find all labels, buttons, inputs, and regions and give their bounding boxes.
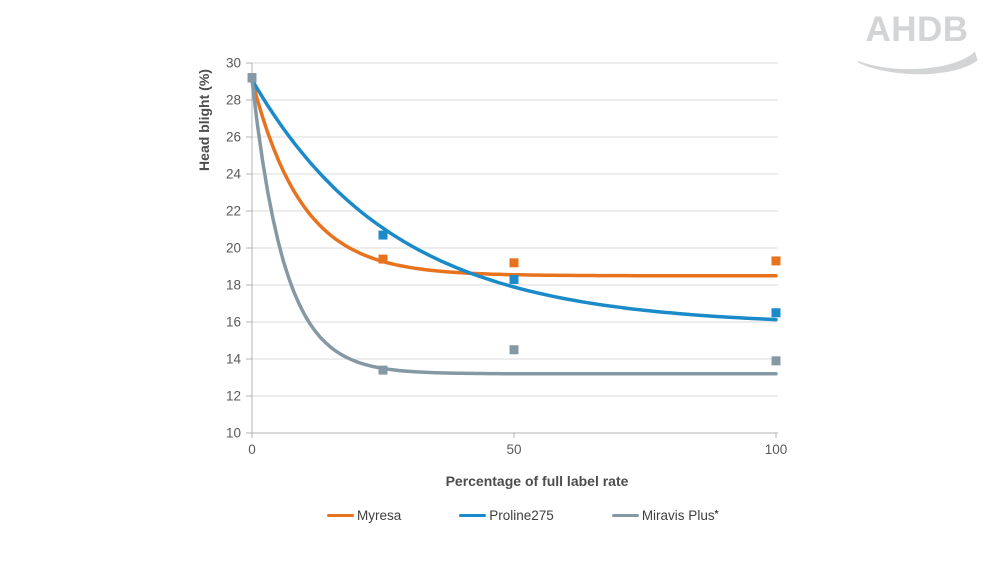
legend-item-proline275: Proline275 — [459, 508, 554, 523]
y-tick-label: 16 — [226, 315, 241, 330]
y-tick-label: 30 — [226, 56, 241, 71]
series-curve-miravis-plus — [250, 77, 778, 376]
y-tick-label: 14 — [226, 352, 242, 367]
x-tick-label: 50 — [506, 442, 521, 457]
legend-item-myresa: Myresa — [327, 508, 401, 523]
legend-label-proline275: Proline275 — [489, 508, 554, 523]
legend-label-miravis-plus: Miravis Plus — [641, 508, 715, 523]
y-axis-title: Head blight (%) — [196, 69, 212, 171]
y-tick-label: 20 — [226, 241, 241, 256]
legend-swatch-miravis-plus-icon — [611, 513, 639, 518]
data-point-marker-proline275 — [378, 230, 388, 240]
y-tick-label: 10 — [226, 426, 241, 441]
data-point-marker-proline275 — [771, 308, 781, 318]
ahdb-logo-wave-icon — [858, 51, 978, 75]
data-point-marker-miravis-plus — [247, 73, 257, 83]
y-tick-label: 24 — [226, 167, 242, 182]
x-tick-label: 0 — [248, 442, 256, 457]
y-tick-label: 26 — [226, 130, 241, 145]
series-curve-proline275 — [250, 77, 778, 322]
data-point-marker-miravis-plus — [378, 365, 388, 375]
legend-sup-miravis-plus: * — [714, 508, 719, 520]
ahdb-logo-text: AHDB — [865, 10, 969, 49]
legend-swatch-proline275-icon — [459, 513, 487, 518]
y-tick-label: 12 — [226, 389, 241, 404]
data-point-marker-myresa — [509, 258, 519, 268]
data-point-marker-proline275 — [509, 274, 519, 284]
data-point-marker-miravis-plus — [771, 356, 781, 366]
data-point-marker-miravis-plus — [509, 345, 519, 355]
data-point-marker-myresa — [771, 256, 781, 266]
x-axis-title: Percentage of full label rate — [445, 473, 629, 489]
data-point-marker-myresa — [378, 254, 388, 264]
legend-item-miravis-plus: Miravis Plus * — [611, 508, 719, 523]
y-tick-label: 28 — [226, 93, 241, 108]
series-curve-myresa — [250, 77, 778, 278]
legend-label-myresa: Myresa — [357, 508, 402, 523]
legend-swatch-myresa-icon — [327, 513, 354, 518]
y-tick-label: 18 — [226, 278, 241, 293]
y-tick-label: 22 — [226, 204, 241, 219]
legend: Myresa Proline275 Miravis Plus * — [327, 508, 718, 523]
x-tick-label: 100 — [765, 442, 788, 457]
ahdb-logo: AHDB — [856, 12, 978, 75]
